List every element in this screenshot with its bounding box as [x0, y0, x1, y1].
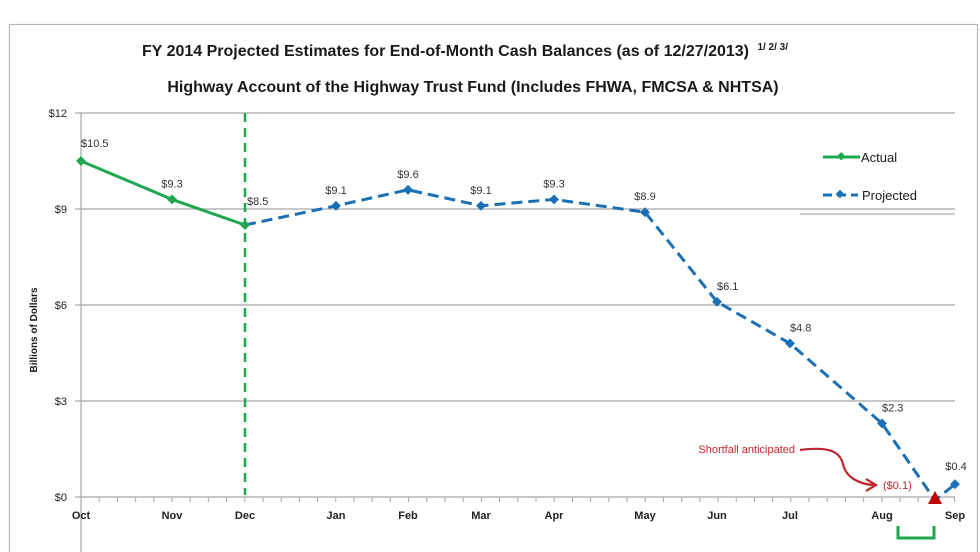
data-label: $9.3 [161, 178, 182, 190]
data-point-marker [877, 418, 887, 429]
data-label: $2.3 [882, 402, 903, 414]
data-label: $4.8 [790, 322, 811, 334]
y-tick-label: $9 [55, 204, 67, 216]
data-label: $9.1 [470, 185, 491, 197]
y-tick-label: $12 [49, 108, 67, 120]
shortfall-arrow [799, 447, 874, 487]
data-point-marker [76, 156, 86, 166]
shortfall-triangle-icon [928, 491, 942, 504]
data-point-marker [549, 194, 559, 205]
arrow-head-icon [865, 478, 879, 492]
shortfall-period-bracket [896, 526, 936, 540]
shortfall-annotation: Shortfall anticipated ($0.1) [698, 444, 942, 540]
legend-item-actual: Actual [823, 150, 897, 165]
y-tick-label: $0 [55, 492, 67, 504]
chart-frame [8, 23, 979, 552]
data-label: $6.1 [717, 281, 738, 293]
x-tick-label: Jan [327, 510, 346, 522]
x-tick-label: Aug [871, 510, 892, 522]
shortfall-value: ($0.1) [883, 480, 912, 492]
data-point-marker [476, 200, 486, 211]
x-tick-label: Sep [945, 510, 965, 522]
data-labels: $10.5 $9.3 $8.5 $9.1 $9.6 $9.1 $9.3 $8.9 $6.1 $4.… [81, 138, 967, 473]
legend-actual-label: Actual [861, 150, 897, 165]
data-point-marker [640, 207, 650, 218]
x-tick-label: Feb [398, 510, 418, 522]
data-point-marker [331, 200, 341, 211]
shortfall-label: Shortfall anticipated [698, 444, 795, 456]
x-tick-label: Mar [471, 510, 491, 522]
chart-title: FY 2014 Projected Estimates for End-of-M… [142, 42, 788, 60]
chart-title-superscript: 1/ 2/ 3/ [757, 42, 788, 53]
data-label: $0.4 [945, 461, 966, 473]
y-axis-label: Billions of Dollars [29, 287, 40, 372]
data-point-marker [167, 194, 177, 205]
data-label: $9.6 [397, 169, 418, 181]
series-markers [76, 156, 960, 490]
x-tick-label: Apr [545, 510, 565, 522]
x-tick-label: Dec [235, 510, 255, 522]
data-label: $9.1 [325, 185, 346, 197]
x-tick-label: Jun [707, 510, 727, 522]
y-tick-label: $6 [55, 300, 67, 312]
series-line-projected [244, 188, 956, 502]
gridlines [81, 112, 955, 402]
x-tick-label: May [634, 510, 656, 522]
chart-title-text: FY 2014 Projected Estimates for End-of-M… [142, 43, 749, 60]
chart-subtitle: Highway Account of the Highway Trust Fun… [167, 79, 778, 96]
data-label: $10.5 [81, 138, 109, 150]
y-tick-label: $3 [55, 396, 67, 408]
legend-projected-label: Projected [862, 188, 917, 203]
data-point-marker [240, 220, 250, 230]
legend: Actual Projected [800, 150, 955, 215]
data-label: $8.5 [247, 196, 268, 208]
data-point-marker [712, 296, 722, 307]
data-point-marker [403, 184, 413, 195]
y-axis-ticks: $0 $3 $6 $9 $12 [49, 108, 81, 504]
data-point-marker [950, 479, 960, 490]
data-label: $8.9 [634, 191, 655, 203]
data-label: $9.3 [543, 178, 564, 190]
x-axis-ticks: Oct Nov Dec Jan Feb Mar Apr May Jun Jul Aug Sep [72, 497, 965, 522]
x-tick-label: Jul [782, 510, 798, 522]
x-tick-label: Nov [162, 510, 184, 522]
x-tick-label: Oct [72, 510, 91, 522]
data-point-marker [785, 338, 795, 349]
legend-actual-marker [836, 152, 846, 161]
